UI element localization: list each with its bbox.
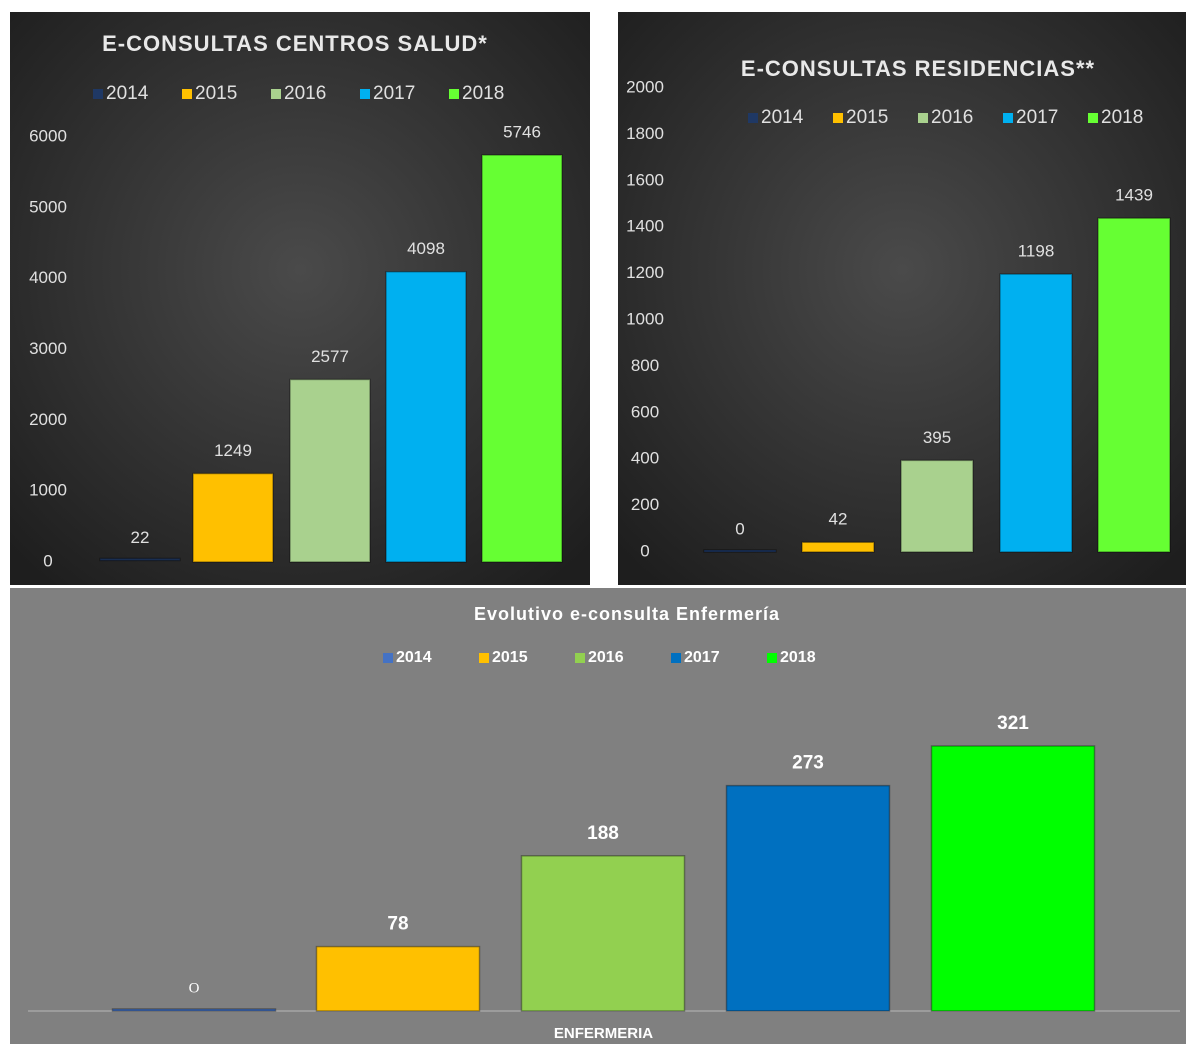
legend-label: 2015 <box>492 649 528 666</box>
legend-swatch <box>748 113 758 123</box>
data-label: 78 <box>387 914 408 935</box>
bar <box>999 273 1073 553</box>
legend-swatch <box>833 113 843 123</box>
bar <box>289 378 371 563</box>
legend-label: 2014 <box>106 83 149 104</box>
legend-label: 2017 <box>684 649 720 666</box>
y-tick-label: 1400 <box>626 217 664 236</box>
chart-title: Evolutivo e-consulta Enfermería <box>474 604 780 624</box>
legend-label: 2016 <box>284 83 326 104</box>
legend-label: 2014 <box>761 107 804 128</box>
x-tick-label: ENFERMERIA <box>554 1025 653 1042</box>
y-tick-label: 800 <box>631 356 659 375</box>
legend-label: 2014 <box>396 649 432 666</box>
bar <box>315 945 481 1012</box>
data-label: 4098 <box>407 239 445 258</box>
bar <box>930 745 1096 1012</box>
y-tick-label: 1000 <box>626 309 664 328</box>
legend-swatch <box>671 653 681 663</box>
bar <box>520 855 686 1012</box>
y-tick-label: 1000 <box>29 481 67 500</box>
y-tick-label: 600 <box>631 402 659 421</box>
data-label: O <box>189 980 200 996</box>
y-tick-label: 0 <box>43 551 52 570</box>
y-tick-label: 3000 <box>29 339 67 358</box>
data-label: 5746 <box>503 122 541 141</box>
legend-swatch <box>449 89 459 99</box>
legend-swatch <box>575 653 585 663</box>
y-tick-label: 1800 <box>626 124 664 143</box>
legend-label: 2018 <box>1101 107 1143 128</box>
y-tick-label: 1600 <box>626 170 664 189</box>
data-label: 321 <box>997 713 1029 734</box>
legend-swatch <box>360 89 370 99</box>
legend-swatch <box>1088 113 1098 123</box>
y-tick-label: 5000 <box>29 197 67 216</box>
legend-swatch <box>1003 113 1013 123</box>
chart-title: E-CONSULTAS RESIDENCIAS** <box>741 56 1095 81</box>
chart-title: E-CONSULTAS CENTROS SALUD* <box>102 31 488 56</box>
y-tick-label: 1200 <box>626 263 664 282</box>
legend-label: 2018 <box>780 649 816 666</box>
legend-label: 2016 <box>588 649 624 666</box>
data-label: 188 <box>587 823 619 844</box>
legend-swatch <box>918 113 928 123</box>
bar <box>99 557 181 562</box>
legend-swatch <box>479 653 489 663</box>
bar <box>900 459 974 553</box>
y-tick-label: 4000 <box>29 268 67 287</box>
data-label: 22 <box>131 528 150 547</box>
legend-swatch <box>271 89 281 99</box>
legend-swatch <box>93 89 103 99</box>
legend-swatch <box>767 653 777 663</box>
data-label: 2577 <box>311 347 349 366</box>
legend-swatch <box>182 89 192 99</box>
y-tick-label: 200 <box>631 495 659 514</box>
bar <box>801 541 875 553</box>
bar <box>111 1008 277 1012</box>
bar <box>481 154 563 563</box>
legend-label: 2015 <box>846 107 888 128</box>
data-label: 1198 <box>1018 242 1055 261</box>
bar <box>192 472 274 563</box>
legend-label: 2016 <box>931 107 973 128</box>
data-label: 1249 <box>214 441 252 460</box>
data-label: 273 <box>792 753 824 774</box>
bar <box>1097 217 1171 553</box>
data-label: 395 <box>923 428 951 447</box>
y-tick-label: 0 <box>640 541 649 560</box>
y-tick-label: 2000 <box>29 410 67 429</box>
data-label: 0 <box>735 519 744 538</box>
legend-label: 2015 <box>195 83 237 104</box>
y-tick-label: 400 <box>631 449 659 468</box>
y-tick-label: 2000 <box>626 77 664 96</box>
bar <box>725 784 891 1012</box>
bar <box>703 549 777 553</box>
data-label: 42 <box>829 510 848 529</box>
legend-label: 2017 <box>1016 107 1058 128</box>
legend-label: 2018 <box>462 83 504 104</box>
data-label: 1439 <box>1115 186 1153 205</box>
y-tick-label: 6000 <box>29 126 67 145</box>
legend-label: 2017 <box>373 83 415 104</box>
bar <box>385 270 467 563</box>
legend-swatch <box>383 653 393 663</box>
